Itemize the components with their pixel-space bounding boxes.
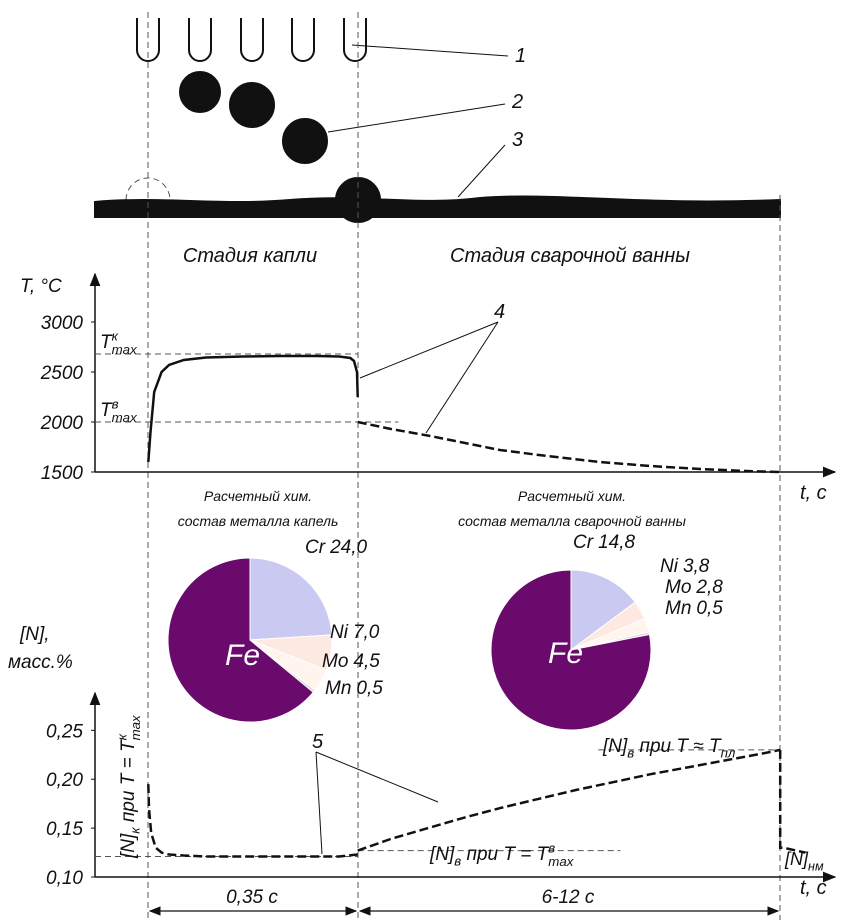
annotation: 4 — [494, 301, 505, 323]
reference-label: [N]в при T ≈ Tпл — [602, 736, 736, 761]
pie-title: состав металла капель — [178, 513, 339, 529]
label-part: пл — [721, 746, 736, 761]
stage-label: Стадия капли — [183, 245, 317, 267]
dimension-label: 6-12 с — [542, 887, 595, 908]
category: Mn — [325, 678, 351, 699]
category: Cr — [305, 537, 326, 558]
pie-title: Расчетный хим. — [204, 488, 312, 504]
droplet — [180, 72, 220, 112]
label-part: [N] — [602, 736, 628, 757]
category: Mo — [322, 651, 348, 672]
category: Mn — [665, 598, 691, 619]
x-axis-label: t, с — [800, 482, 827, 504]
stage-dividers — [148, 12, 780, 920]
dimension-label: 0,35 с — [226, 887, 278, 908]
curve — [780, 750, 805, 853]
y-tick-label: 3000 — [41, 313, 84, 334]
label-part: при T ≈ T — [634, 736, 722, 757]
category: Ni — [660, 556, 679, 577]
y-axis-label: масс.% — [8, 652, 73, 673]
value-label: 3,8 — [683, 556, 710, 577]
value-label: 14,8 — [598, 532, 635, 553]
pie-label: Fe — [225, 639, 260, 672]
value-label: 4,5 — [353, 651, 380, 672]
annotation: 5 — [312, 731, 324, 753]
label-part: max — [112, 342, 138, 357]
category: Fe — [225, 639, 260, 672]
label-part: max — [128, 714, 143, 740]
weld-pool — [95, 196, 780, 217]
label-part: в — [627, 746, 634, 761]
reference-label: Tкmax — [100, 328, 138, 357]
category: Mo — [665, 577, 691, 598]
y-tick-label: 2500 — [40, 363, 84, 384]
process-sketch — [95, 18, 780, 222]
y-tick-label: 0,15 — [46, 819, 83, 840]
label-part: max — [548, 854, 574, 869]
curve — [358, 422, 781, 472]
figure: 1 2 3 Стадия капли Стадия сварочной ванн… — [0, 0, 844, 922]
pie-slice — [250, 558, 332, 640]
series-label: [N]нм — [784, 849, 824, 873]
leader — [426, 322, 498, 433]
y-tick-label: 2000 — [40, 413, 84, 434]
label-part: в — [454, 854, 461, 869]
pie-title: состав металла сварочной ванны — [458, 513, 686, 529]
label-part: при T = T — [118, 739, 139, 827]
y-tick-label: 0,20 — [46, 770, 83, 791]
leader — [360, 322, 498, 378]
y-tick-label: 0,25 — [46, 721, 83, 742]
label-part: [N] — [784, 849, 809, 869]
x-axis-label: t, с — [800, 877, 827, 899]
stage-label: Стадия сварочной ванны — [450, 245, 690, 267]
category: Cr — [573, 532, 594, 553]
y-tick-label: 0,10 — [46, 868, 83, 889]
label-part: [N] — [429, 844, 455, 865]
curve — [358, 750, 781, 851]
label-part: при T = T — [461, 844, 549, 865]
leader — [328, 45, 508, 197]
electrode — [292, 18, 314, 61]
sketch-label: 1 — [515, 45, 526, 67]
electrode — [344, 18, 366, 61]
label-part: max — [112, 410, 138, 425]
leader — [316, 752, 438, 802]
y-axis-label: T, °C — [20, 276, 62, 297]
value-label: 7,0 — [353, 622, 380, 643]
value-label: 2,8 — [695, 577, 723, 598]
droplet — [283, 119, 327, 163]
pie-label: Fe — [548, 637, 583, 670]
label-part: [N] — [118, 833, 139, 859]
label-part: нм — [808, 859, 824, 873]
pie-title: Расчетный хим. — [518, 488, 626, 504]
category: Fe — [548, 637, 583, 670]
electrode — [189, 18, 211, 61]
leader — [316, 752, 322, 854]
curve — [148, 784, 357, 856]
y-axis-label: [N], — [19, 624, 50, 645]
curve — [148, 356, 357, 462]
sketch-label: 3 — [512, 129, 523, 151]
category: Ni — [330, 622, 349, 643]
value-label: 0,5 — [696, 598, 723, 619]
reference-label: [N]к при T = Tкmax — [114, 714, 143, 859]
value-label: 0,5 — [356, 678, 383, 699]
droplet — [230, 83, 274, 127]
y-tick-label: 1500 — [41, 463, 84, 484]
electrode — [241, 18, 263, 61]
sketch-label: 2 — [511, 91, 523, 113]
value-label: 24,0 — [329, 537, 367, 558]
